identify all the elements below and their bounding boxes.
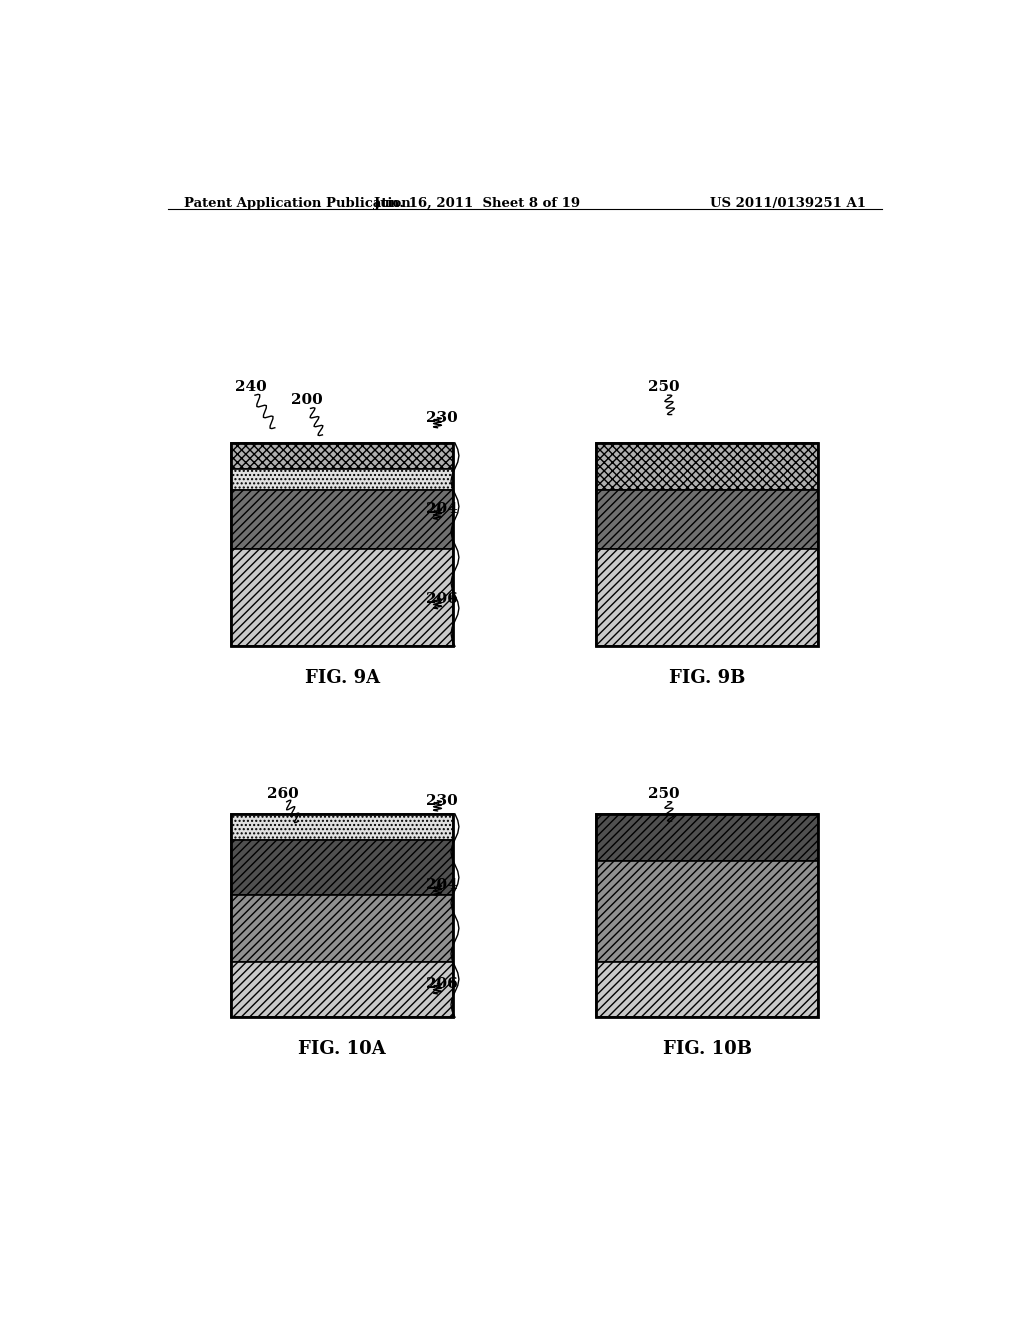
Bar [596, 549, 818, 647]
Text: 250: 250 [648, 380, 680, 395]
Text: Patent Application Publication: Patent Application Publication [183, 197, 411, 210]
Bar [596, 962, 818, 1018]
Text: 206: 206 [426, 977, 458, 991]
Bar [231, 444, 454, 647]
Bar [231, 814, 454, 841]
Text: FIG. 9B: FIG. 9B [669, 669, 745, 686]
Text: 204: 204 [426, 502, 458, 516]
Bar [231, 962, 454, 1018]
Bar [231, 814, 454, 1018]
Text: 230: 230 [426, 793, 458, 808]
Text: 250: 250 [648, 787, 680, 801]
Text: Jun. 16, 2011  Sheet 8 of 19: Jun. 16, 2011 Sheet 8 of 19 [374, 197, 581, 210]
Text: FIG. 10A: FIG. 10A [298, 1040, 386, 1057]
Text: 204: 204 [426, 878, 458, 892]
Bar [596, 444, 818, 490]
Text: 206: 206 [426, 591, 458, 606]
Bar [231, 895, 454, 962]
Text: FIG. 9A: FIG. 9A [305, 669, 380, 686]
Bar [596, 861, 818, 962]
Bar [231, 444, 454, 470]
Text: 240: 240 [236, 380, 267, 395]
Bar [231, 549, 454, 647]
Text: FIG. 10B: FIG. 10B [663, 1040, 752, 1057]
Text: 230: 230 [426, 411, 458, 425]
Bar [596, 814, 818, 1018]
Bar [231, 490, 454, 549]
Bar [596, 814, 818, 861]
Text: 200: 200 [291, 393, 323, 408]
Text: US 2011/0139251 A1: US 2011/0139251 A1 [710, 197, 866, 210]
Bar [596, 444, 818, 647]
Text: 260: 260 [267, 787, 299, 801]
Bar [231, 470, 454, 490]
Bar [596, 490, 818, 549]
Bar [231, 841, 454, 895]
